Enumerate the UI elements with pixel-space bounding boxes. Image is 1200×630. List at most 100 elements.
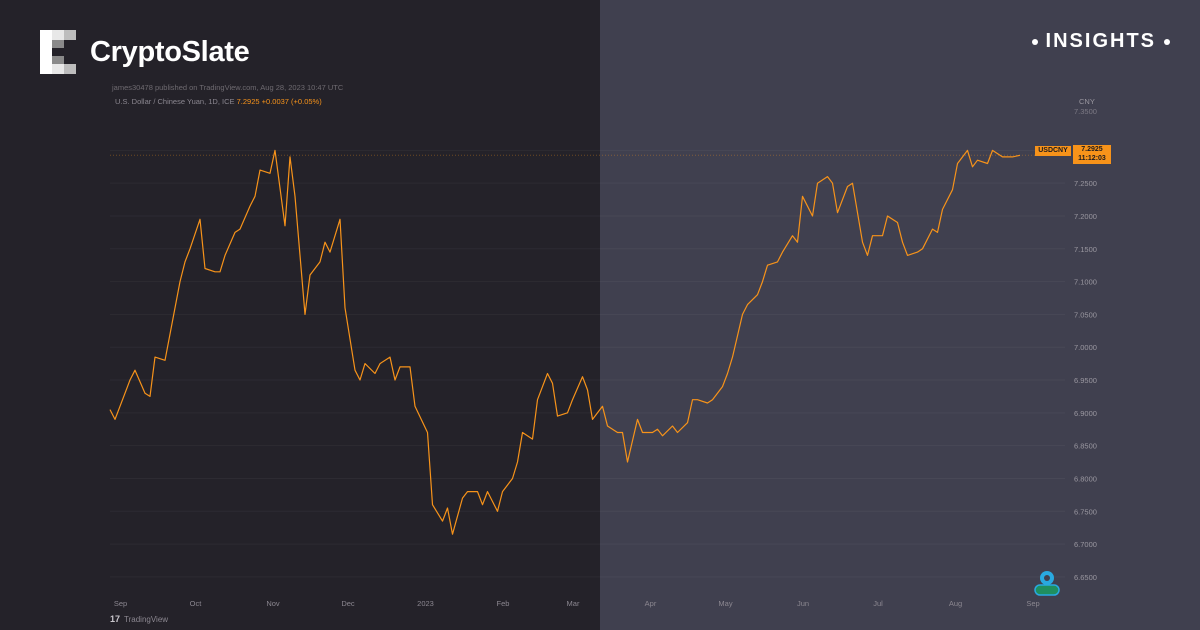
data-point (512, 478, 513, 479)
data-point (109, 409, 110, 410)
data-point (937, 232, 938, 233)
data-point (932, 229, 933, 230)
data-point (199, 219, 200, 220)
data-point (602, 406, 603, 407)
data-point (364, 363, 365, 364)
data-point (942, 209, 943, 210)
data-point (214, 271, 215, 272)
data-point (462, 498, 463, 499)
data-point (792, 235, 793, 236)
data-point (862, 242, 863, 243)
tradingview-label: TradingView (124, 614, 169, 624)
last-symbol-badge: USDCNY (1035, 146, 1071, 156)
data-point (259, 170, 260, 171)
data-point (837, 212, 838, 213)
data-point (662, 435, 663, 436)
data-point (304, 314, 305, 315)
data-point (432, 504, 433, 505)
data-point (607, 425, 608, 426)
data-point (767, 265, 768, 266)
data-point (827, 176, 828, 177)
data-point (129, 379, 130, 380)
x-tick-label: 2023 (417, 599, 434, 608)
data-point (184, 261, 185, 262)
data-point (732, 357, 733, 358)
data-point (1007, 156, 1008, 157)
data-point (812, 215, 813, 216)
data-point (967, 150, 968, 151)
insights-tag: INSIGHTS (1031, 30, 1170, 53)
data-point (234, 232, 235, 233)
data-point (852, 183, 853, 184)
last-value: 7.2925 (1081, 146, 1103, 153)
data-point (557, 416, 558, 417)
data-point (487, 491, 488, 492)
data-point (642, 432, 643, 433)
data-point (399, 366, 400, 367)
data-point (452, 534, 453, 535)
data-point (972, 166, 973, 167)
data-point (409, 366, 410, 367)
y-tick-label: 7.1500 (1074, 245, 1097, 254)
data-point (319, 261, 320, 262)
data-point (637, 419, 638, 420)
data-point (467, 491, 468, 492)
x-tick-label: Dec (341, 599, 355, 608)
y-axis-unit: CNY (1079, 97, 1095, 106)
data-point (224, 255, 225, 256)
data-point (882, 235, 883, 236)
data-point (687, 422, 688, 423)
data-point (697, 399, 698, 400)
y-tick-label: 6.7500 (1074, 507, 1097, 516)
data-point (134, 370, 135, 371)
data-point (154, 357, 155, 358)
symbol-name: U.S. Dollar / Chinese Yuan, 1D, ICE (115, 97, 235, 106)
data-point (832, 183, 833, 184)
data-point (867, 255, 868, 256)
y-tick-label: 7.1000 (1074, 278, 1097, 287)
data-point (722, 386, 723, 387)
data-point (204, 268, 205, 269)
data-point (254, 196, 255, 197)
data-point (497, 511, 498, 512)
data-point (324, 242, 325, 243)
data-point (572, 399, 573, 400)
data-point (782, 252, 783, 253)
data-point (389, 357, 390, 358)
data-point (344, 307, 345, 308)
data-point (907, 255, 908, 256)
data-point (762, 281, 763, 282)
data-point (289, 156, 290, 157)
data-point (712, 399, 713, 400)
data-point (309, 274, 310, 275)
data-point (887, 215, 888, 216)
y-tick-top-partial: 7.3500 (1074, 107, 1097, 116)
data-point (274, 150, 275, 151)
data-point (587, 389, 588, 390)
tradingview-brand: 17 TradingView (110, 614, 168, 624)
x-tick-label: Mar (567, 599, 580, 608)
data-point (537, 399, 538, 400)
data-point (742, 314, 743, 315)
data-point (394, 379, 395, 380)
data-point (817, 183, 818, 184)
data-point (847, 186, 848, 187)
x-tick-label: Apr (645, 599, 657, 608)
y-tick-label: 7.0000 (1074, 343, 1097, 352)
y-tick-label: 6.7000 (1074, 540, 1097, 549)
y-tick-label: 6.6500 (1074, 573, 1097, 582)
x-tick-label: Sep (1026, 599, 1039, 608)
tradingview-widget-icon[interactable] (1033, 569, 1061, 597)
data-point (657, 429, 658, 430)
data-point (592, 419, 593, 420)
data-point (977, 160, 978, 161)
y-tick-label: 7.0500 (1074, 310, 1097, 319)
data-point (622, 432, 623, 433)
data-point (672, 425, 673, 426)
insights-label: INSIGHTS (1045, 30, 1156, 52)
data-point (747, 304, 748, 305)
data-point (379, 363, 380, 364)
y-tick-label: 6.9000 (1074, 409, 1097, 418)
last-value-badge: 7.2925 11:12:03 (1073, 145, 1111, 164)
data-point (552, 383, 553, 384)
